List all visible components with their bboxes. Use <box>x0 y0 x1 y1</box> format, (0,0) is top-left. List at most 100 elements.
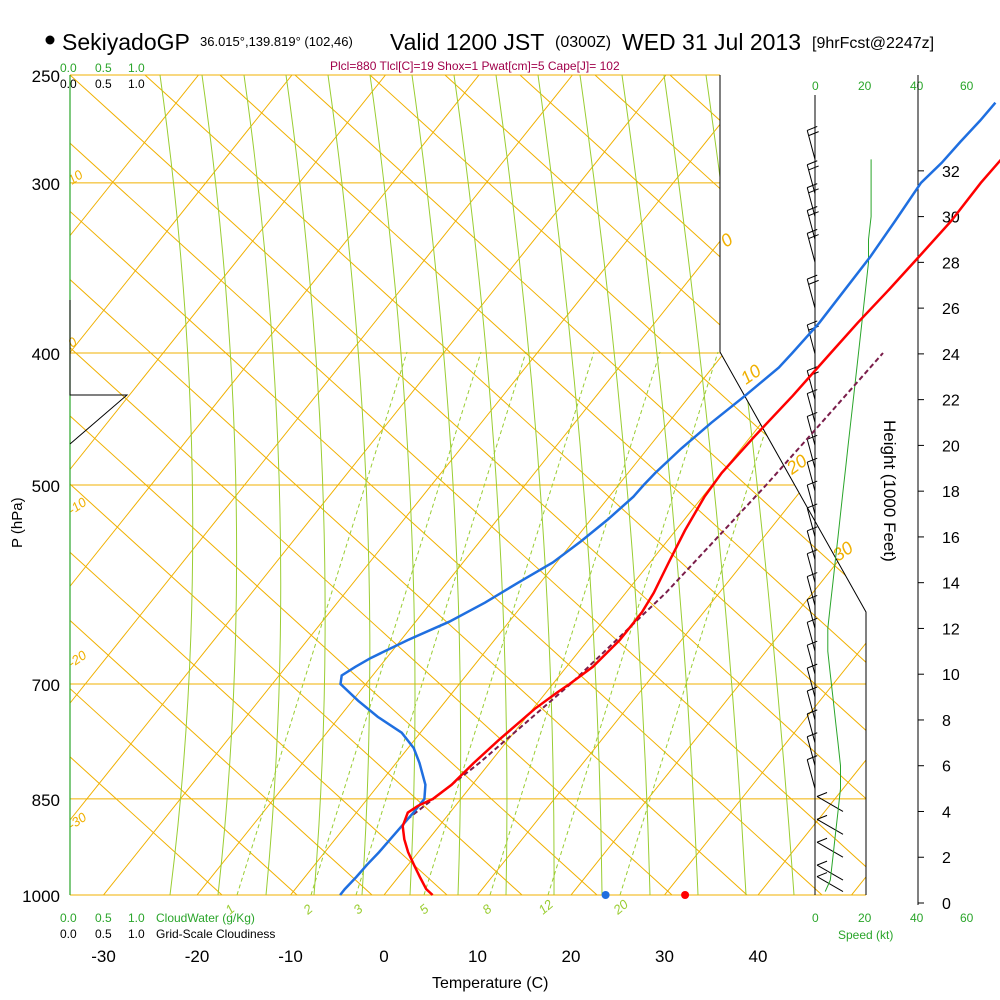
wind-barb-staff <box>806 439 816 469</box>
cloudwater-tick-bottom: 1.0 <box>128 911 145 925</box>
cloudiness-tick-bottom: 0.0 <box>60 927 77 941</box>
isotherm-label: 20 <box>782 450 811 478</box>
wind-barbs <box>806 125 844 892</box>
dry-adiabat-line <box>70 75 298 895</box>
surface-dewpoint-marker <box>601 891 610 899</box>
cloudwater-axis-label: CloudWater (g/Kg) <box>156 911 255 925</box>
cloudwater-tick-top: 0.0 <box>60 61 77 75</box>
dry-adiabat-line <box>70 75 598 895</box>
moist-adiabat-line <box>369 75 416 895</box>
isotherm-line <box>70 75 573 895</box>
dry-adiabat-line <box>70 75 866 895</box>
isotherm-line <box>70 75 199 895</box>
speed-tick-top: 0 <box>812 79 819 93</box>
mixing-ratio-line <box>355 351 527 895</box>
wind-barb-flag <box>807 709 818 715</box>
dry-adiabat-line <box>70 75 673 895</box>
height-tick-label: 0 <box>942 896 951 913</box>
surface-temperature-marker <box>681 891 690 899</box>
moist-adiabat-line <box>621 75 699 895</box>
pressure-tick-label: 400 <box>32 345 60 364</box>
station-location: 36.015°,139.819° (102,46) <box>200 34 353 49</box>
wind-barb-flag <box>807 320 818 326</box>
temperature-tick-label: 30 <box>655 947 674 966</box>
wind-barb-flag <box>816 860 828 866</box>
dry-adiabat-line <box>219 75 866 895</box>
cloudiness-tick-bottom: 0.5 <box>95 927 112 941</box>
wind-barb-staff <box>816 864 844 881</box>
moist-adiabat-line <box>411 75 462 895</box>
wind-speed-profile <box>824 159 872 892</box>
forecast-run: [9hrFcst@2247z] <box>812 35 934 52</box>
wind-barb-flag <box>807 594 818 600</box>
wind-barb-flag <box>807 366 818 372</box>
wind-barb-staff <box>806 507 816 538</box>
speed-tick-top: 20 <box>858 79 872 93</box>
height-tick-label: 22 <box>942 393 960 410</box>
zulu-time: (0300Z) <box>555 34 611 51</box>
pressure-tick-label: 700 <box>32 676 60 695</box>
temperature-tick-label: -30 <box>91 947 116 966</box>
temperature-tick-label: 20 <box>562 947 581 966</box>
isotherm-line <box>103 75 760 895</box>
height-tick-label: 16 <box>942 530 960 547</box>
wind-barb-staff <box>806 645 816 675</box>
wind-barb-staff <box>806 576 816 606</box>
height-tick-label: 18 <box>942 484 960 501</box>
moist-adiabat-line <box>243 75 282 895</box>
isotherm-line <box>70 75 386 895</box>
speed-tick-top: 40 <box>910 79 924 93</box>
wind-barb-flag <box>816 872 828 878</box>
wind-barb-staff <box>806 462 816 492</box>
cloudiness-tick-top: 0.5 <box>95 77 112 91</box>
cloudwater-tick-top: 0.5 <box>95 61 112 75</box>
wind-barb-flag <box>807 206 818 211</box>
wind-barb-staff <box>806 553 816 583</box>
wind-barb-staff <box>816 841 844 858</box>
cloudiness-tick-top: 1.0 <box>128 77 145 91</box>
wind-barb-flag <box>807 617 818 623</box>
dry-adiabat-line <box>70 75 223 895</box>
dry-adiabat-line <box>444 75 866 895</box>
moist-adiabat-line <box>201 75 238 895</box>
height-tick-label: 12 <box>942 621 960 638</box>
isotherm-line <box>70 75 667 895</box>
pressure-axis-label: P (hPa) <box>9 497 26 548</box>
height-tick-label: 28 <box>942 255 960 272</box>
wind-barb-flag <box>816 792 828 797</box>
mixing-ratio-line <box>547 351 719 895</box>
pressure-axis-ticks: 250 300 400 500 700 850 1000 <box>22 67 60 906</box>
mixing-ratio-label: 8 <box>479 901 495 918</box>
wind-barb-flag <box>807 160 818 166</box>
isotherm-label: -30 <box>65 809 90 833</box>
wind-barb-staff <box>816 818 844 835</box>
wind-barb-flag <box>807 228 818 234</box>
wind-barb-flag <box>807 732 818 738</box>
dry-adiabat-line <box>970 75 1000 895</box>
isotherm-label: 10 <box>65 166 86 187</box>
dry-adiabat-line <box>70 75 373 895</box>
dry-adiabat-line <box>294 75 866 895</box>
height-tick-label: 6 <box>942 759 951 776</box>
isotherm-label: -20 <box>65 647 90 671</box>
valid-time: Valid 1200 JST <box>390 29 544 55</box>
speed-tick-bottom: 40 <box>910 911 924 925</box>
dry-adiabat-line <box>70 75 448 895</box>
speed-tick-bottom: 20 <box>858 911 872 925</box>
isotherm-line <box>70 75 293 895</box>
isotherm-line <box>664 75 866 895</box>
moist-adiabat-line <box>495 75 555 895</box>
wind-barb-staff <box>806 393 816 423</box>
wind-barb-flag <box>808 131 819 137</box>
speed-tick-bottom: 0 <box>812 911 819 925</box>
speed-axis-label: Speed (kt) <box>838 928 893 942</box>
wind-barb-flag <box>807 549 818 555</box>
cloudwater-tick-bottom: 0.5 <box>95 911 112 925</box>
isotherm-line <box>570 75 866 895</box>
pressure-tick-label: 850 <box>32 791 60 810</box>
isobar-lines <box>70 74 866 896</box>
wind-barb-staff <box>806 759 816 789</box>
bullet-icon <box>45 35 55 45</box>
wind-barb-staff <box>806 667 816 698</box>
